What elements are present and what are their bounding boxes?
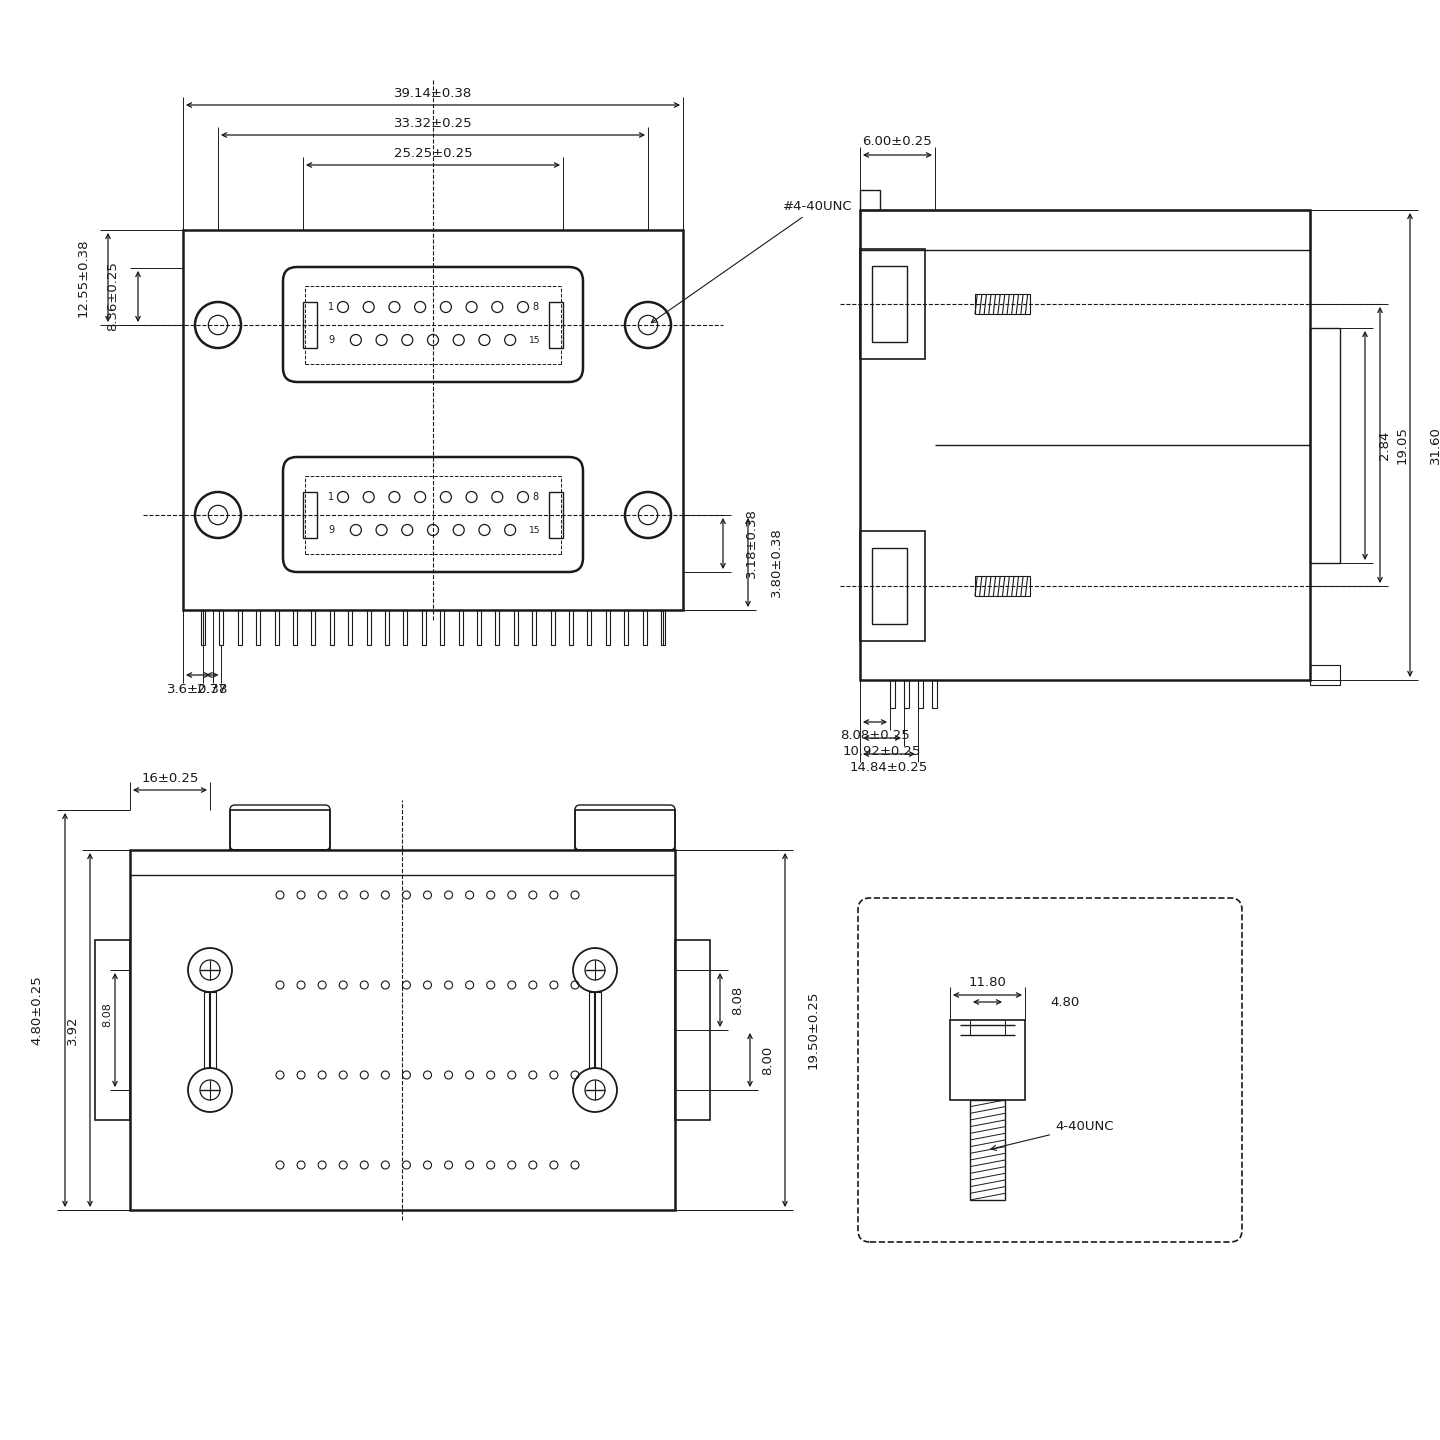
Bar bbox=[860, 531, 924, 641]
Bar bbox=[403, 611, 408, 645]
Text: 4.80: 4.80 bbox=[1050, 995, 1079, 1008]
Bar bbox=[549, 302, 563, 348]
Bar bbox=[549, 492, 563, 539]
Bar bbox=[1310, 665, 1341, 685]
Bar bbox=[873, 266, 907, 343]
Bar bbox=[292, 611, 297, 645]
Bar bbox=[302, 492, 317, 539]
Bar bbox=[932, 680, 937, 708]
Bar bbox=[975, 576, 1030, 596]
Text: 4.80±0.25: 4.80±0.25 bbox=[30, 975, 43, 1045]
Bar bbox=[458, 611, 462, 645]
Bar bbox=[219, 611, 223, 645]
Bar bbox=[589, 992, 600, 1068]
Bar bbox=[860, 190, 880, 210]
Text: 3.6±0.38: 3.6±0.38 bbox=[167, 683, 229, 696]
Bar bbox=[569, 611, 573, 645]
Bar bbox=[661, 611, 665, 645]
Text: 8: 8 bbox=[531, 302, 539, 312]
Text: 14.84±0.25: 14.84±0.25 bbox=[850, 760, 929, 773]
Text: 16±0.25: 16±0.25 bbox=[141, 772, 199, 785]
Text: 9: 9 bbox=[328, 526, 334, 536]
Text: 3.92: 3.92 bbox=[65, 1015, 79, 1045]
Text: 1: 1 bbox=[328, 492, 334, 503]
Bar bbox=[367, 611, 370, 645]
Text: 8.08: 8.08 bbox=[102, 1002, 112, 1027]
Bar bbox=[302, 302, 317, 348]
Text: 8.08: 8.08 bbox=[732, 985, 744, 1015]
Bar bbox=[588, 611, 592, 645]
Text: 2.84: 2.84 bbox=[1378, 431, 1391, 461]
Bar bbox=[950, 1020, 1025, 1100]
Bar bbox=[230, 809, 330, 850]
Text: 39.14±0.38: 39.14±0.38 bbox=[395, 86, 472, 99]
Bar bbox=[256, 611, 261, 645]
Text: 8.36±0.25: 8.36±0.25 bbox=[107, 262, 120, 331]
Text: #4-40UNC: #4-40UNC bbox=[651, 200, 852, 323]
Bar bbox=[130, 850, 675, 1210]
Text: 19.05: 19.05 bbox=[1395, 426, 1408, 464]
Bar bbox=[624, 611, 628, 645]
Bar bbox=[575, 809, 675, 850]
Text: 9: 9 bbox=[328, 336, 334, 346]
Bar bbox=[533, 611, 536, 645]
Bar bbox=[495, 611, 500, 645]
Text: 4-40UNC: 4-40UNC bbox=[991, 1120, 1113, 1151]
Bar bbox=[330, 611, 334, 645]
Text: 3.18±0.38: 3.18±0.38 bbox=[744, 508, 757, 579]
Text: 33.32±0.25: 33.32±0.25 bbox=[393, 117, 472, 130]
Text: 1: 1 bbox=[328, 302, 334, 312]
Bar bbox=[422, 611, 426, 645]
Bar bbox=[606, 611, 609, 645]
Bar bbox=[384, 611, 389, 645]
Bar bbox=[975, 294, 1030, 314]
Bar bbox=[904, 680, 909, 708]
Bar bbox=[95, 940, 130, 1120]
Text: 10.92±0.25: 10.92±0.25 bbox=[842, 744, 922, 757]
Bar bbox=[348, 611, 353, 645]
Bar bbox=[971, 1100, 1005, 1200]
Text: 2.77: 2.77 bbox=[197, 683, 228, 696]
Text: 8.00: 8.00 bbox=[762, 1045, 775, 1074]
Text: 8: 8 bbox=[531, 492, 539, 503]
Bar bbox=[890, 680, 896, 708]
Bar bbox=[183, 230, 683, 611]
Bar bbox=[238, 611, 242, 645]
Text: 3.80±0.38: 3.80±0.38 bbox=[769, 527, 782, 598]
Bar bbox=[514, 611, 518, 645]
Bar bbox=[860, 210, 1310, 680]
Text: 8.08±0.25: 8.08±0.25 bbox=[840, 729, 910, 742]
Bar bbox=[860, 249, 924, 359]
Bar bbox=[1310, 328, 1341, 563]
Bar bbox=[642, 611, 647, 645]
Text: 6.00±0.25: 6.00±0.25 bbox=[863, 134, 932, 147]
Text: 12.55±0.38: 12.55±0.38 bbox=[76, 238, 89, 317]
Bar bbox=[477, 611, 481, 645]
Text: 25.25±0.25: 25.25±0.25 bbox=[393, 147, 472, 160]
Bar bbox=[873, 549, 907, 624]
Text: 11.80: 11.80 bbox=[969, 976, 1007, 989]
Text: 15: 15 bbox=[530, 336, 541, 344]
Bar bbox=[441, 611, 444, 645]
Bar bbox=[202, 611, 204, 645]
Text: 31.60: 31.60 bbox=[1428, 426, 1440, 464]
Bar bbox=[675, 940, 710, 1120]
Bar bbox=[311, 611, 315, 645]
Bar bbox=[917, 680, 923, 708]
Bar bbox=[275, 611, 278, 645]
Text: 15: 15 bbox=[530, 526, 541, 534]
Bar bbox=[204, 992, 216, 1068]
Bar bbox=[550, 611, 554, 645]
Text: 19.50±0.25: 19.50±0.25 bbox=[806, 991, 819, 1068]
Bar bbox=[860, 210, 1310, 251]
